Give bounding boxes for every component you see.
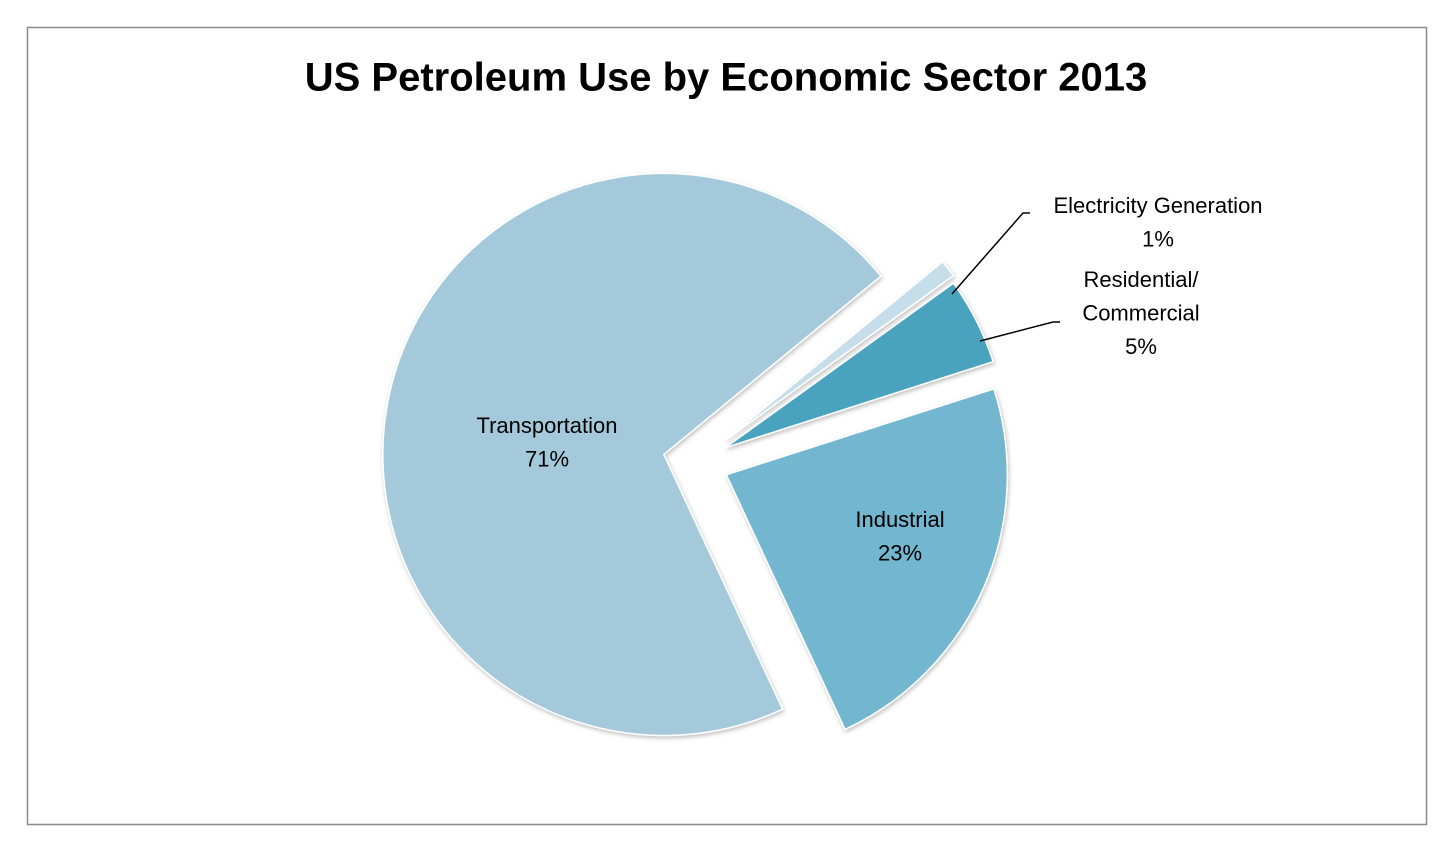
leader-line	[979, 321, 1060, 342]
slice-label: Industrial	[855, 507, 944, 532]
slice-label: Electricity Generation	[1053, 193, 1262, 218]
slice-value-label: 1%	[1142, 226, 1174, 251]
slice-label: Residential/Commercial	[1082, 267, 1199, 326]
slice-value-label: 5%	[1125, 334, 1157, 359]
slice-value-label: 23%	[878, 540, 922, 565]
pie-slice	[725, 387, 1009, 731]
slice-value-label: 71%	[525, 446, 569, 471]
pie-slice	[725, 282, 995, 449]
leader-line	[951, 212, 1030, 295]
pie-slice	[725, 260, 955, 441]
slice-label: Transportation	[476, 413, 617, 438]
pie-slice	[382, 172, 883, 737]
chart-title: US Petroleum Use by Economic Sector 2013	[305, 56, 1148, 100]
